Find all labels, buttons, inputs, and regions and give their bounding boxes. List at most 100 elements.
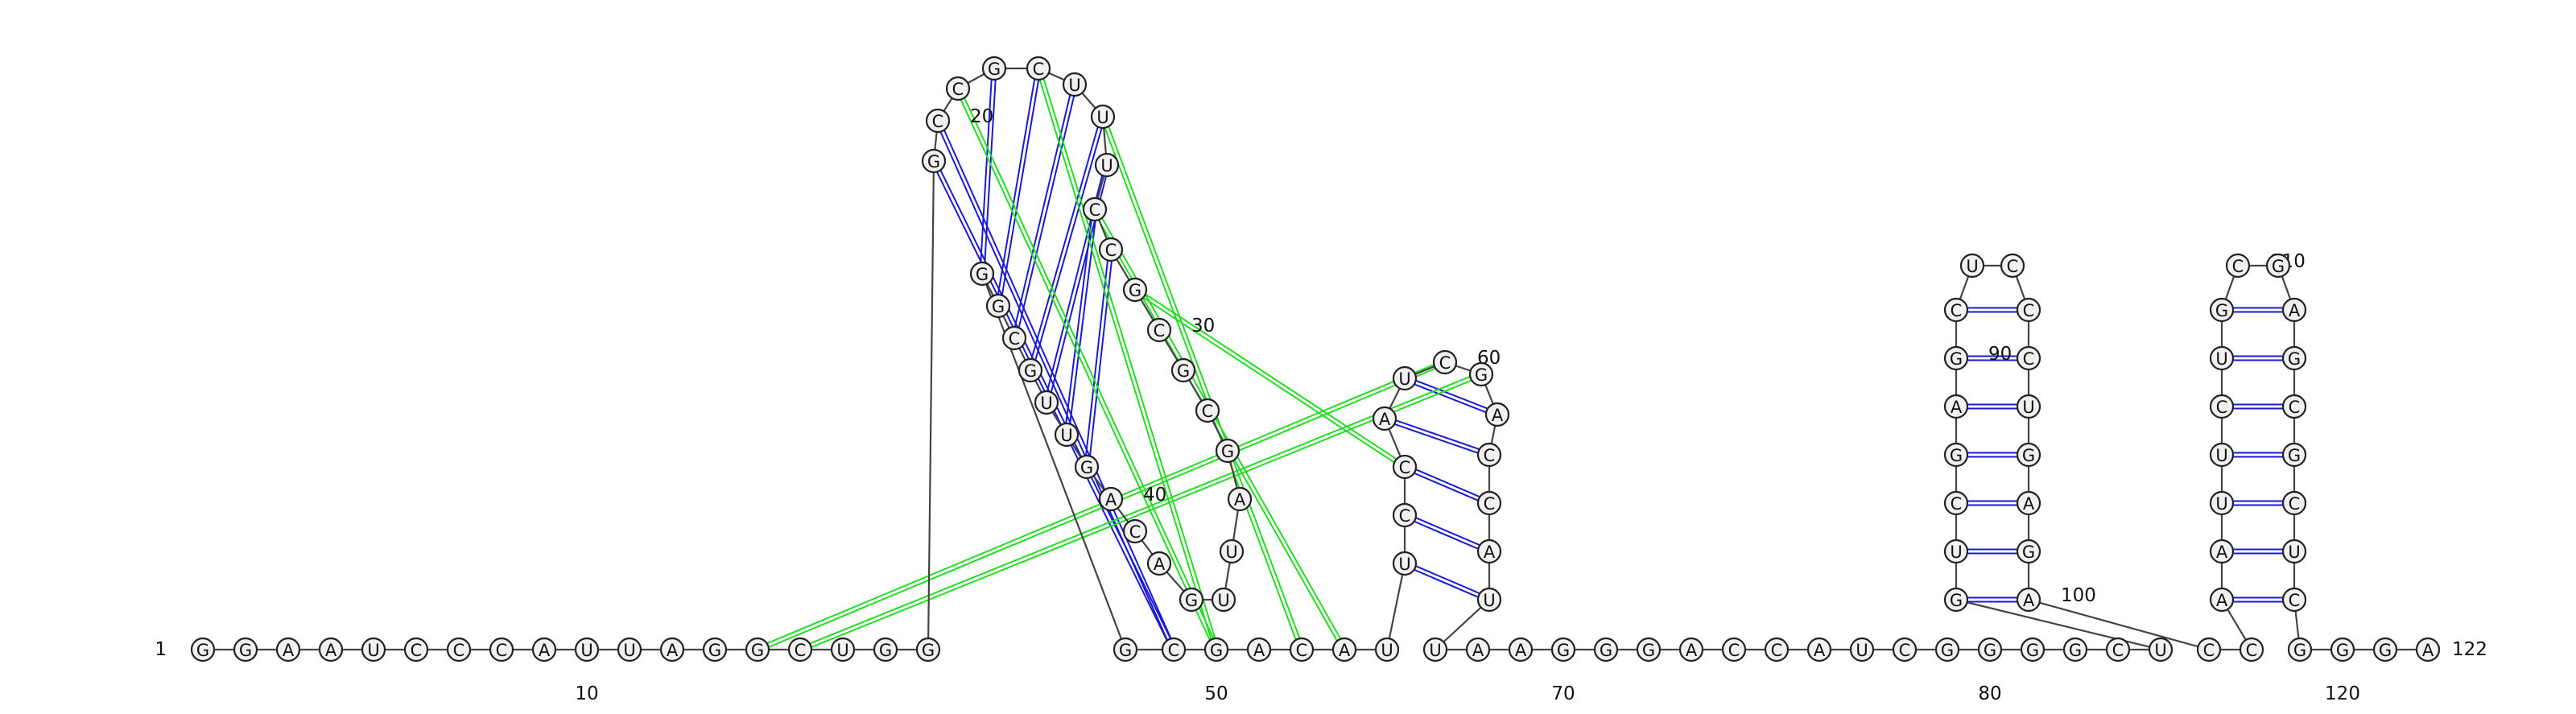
nucleotide: U xyxy=(2148,637,2174,662)
nucleotide-circle xyxy=(2209,297,2235,323)
nucleotide: U xyxy=(2016,394,2041,419)
nucleotide-circle xyxy=(1943,297,1969,323)
nucleotide: C xyxy=(2016,297,2041,323)
nucleotide-base: A xyxy=(1339,641,1351,660)
nucleotide: C xyxy=(2000,253,2025,279)
nucleotide-circle xyxy=(2209,587,2235,613)
nucleotide-base: C xyxy=(1484,494,1496,514)
nucleotide-base: G xyxy=(976,265,989,284)
base-pair-line xyxy=(1035,68,1216,651)
nucleotide-base: C xyxy=(1728,641,1740,660)
nucleotide-circle xyxy=(2239,637,2264,662)
nucleotide: G xyxy=(1018,357,1043,383)
nucleotide: G xyxy=(1468,361,1494,387)
nucleotide: U xyxy=(1392,365,1418,391)
position-number: 50 xyxy=(1204,683,1228,704)
nucleotide: C xyxy=(1476,442,1502,468)
position-number: 20 xyxy=(970,106,993,127)
nucleotide-circle xyxy=(1054,422,1080,448)
nucleotide-circle xyxy=(981,56,1007,81)
base-pair-line xyxy=(1011,84,1074,338)
nucleotide-circle xyxy=(1026,56,1051,81)
nucleotide: C xyxy=(1943,297,1969,323)
nucleotide-circle xyxy=(659,637,685,662)
base-pair-line xyxy=(1403,468,1489,506)
base-pair-line xyxy=(1104,115,1305,650)
nucleotide: U xyxy=(1054,422,1080,448)
nucleotide: G xyxy=(745,637,770,662)
nucleotide: C xyxy=(787,637,813,662)
nucleotide-circle xyxy=(1849,637,1875,662)
nucleotide-base: C xyxy=(1033,60,1045,79)
nucleotide-base: U xyxy=(1225,543,1237,562)
nucleotide: C xyxy=(1721,637,1747,662)
nucleotide-base: C xyxy=(1105,241,1117,260)
nucleotide-base: G xyxy=(1642,641,1655,660)
nucleotide-circle xyxy=(1170,357,1196,383)
nucleotide-circle xyxy=(1476,587,1502,613)
nucleotide-base: G xyxy=(1950,349,1963,369)
nucleotide: C xyxy=(945,76,971,101)
nucleotide-base: A xyxy=(2216,543,2228,562)
nucleotide-circle xyxy=(1764,637,1790,662)
nucleotide-base: C xyxy=(2232,257,2244,276)
nucleotide: G xyxy=(1179,587,1204,613)
nucleotide-base: A xyxy=(1154,555,1166,574)
nucleotide: G xyxy=(702,637,728,662)
nucleotide-circle xyxy=(2016,442,2041,468)
base-pair-line xyxy=(1405,464,1491,502)
nucleotide-base: A xyxy=(1686,641,1698,660)
nucleotide-base: C xyxy=(2289,398,2301,417)
base-pair-line xyxy=(1403,564,1489,603)
nucleotide: G xyxy=(1593,637,1619,662)
nucleotide-circle xyxy=(1422,637,1448,662)
nucleotide-base: G xyxy=(1475,365,1488,385)
base-pair-line xyxy=(758,363,1447,653)
nucleotide: C xyxy=(1001,325,1027,351)
nucleotide: C xyxy=(1432,349,1458,375)
nucleotide: G xyxy=(1215,438,1241,464)
nucleotide-circle xyxy=(2225,253,2251,279)
nucleotide-base: A xyxy=(325,641,337,660)
base-pair-line xyxy=(1133,291,1405,469)
nucleotide-base: G xyxy=(1600,641,1612,660)
nucleotide-circle xyxy=(2330,637,2355,662)
nucleotide-circle xyxy=(2209,539,2235,564)
base-pair-line xyxy=(1405,512,1491,551)
position-number: 90 xyxy=(1988,344,2012,365)
nucleotide-base: A xyxy=(1951,398,1963,417)
nucleotide-circle xyxy=(1215,438,1241,464)
nucleotide-base: G xyxy=(1185,591,1198,610)
base-pair-line xyxy=(1067,209,1098,435)
nucleotide-circle xyxy=(1892,637,1918,662)
nucleotide-circle xyxy=(2281,490,2307,516)
nucleotide-circle xyxy=(2281,442,2307,468)
nucleotide-base: C xyxy=(496,641,508,660)
base-pair-line xyxy=(799,371,1481,649)
nucleotide-circle xyxy=(1094,152,1120,178)
nucleotide: C xyxy=(1146,317,1172,343)
nucleotide: A xyxy=(1678,637,1704,662)
nucleotide: G xyxy=(985,293,1011,319)
nucleotide: U xyxy=(1062,72,1088,97)
nucleotide-circle xyxy=(233,637,258,662)
nucleotide-base: U xyxy=(2215,349,2227,369)
nucleotide-base: A xyxy=(1253,641,1265,660)
nucleotide: C xyxy=(489,637,514,662)
nucleotide-circle xyxy=(1374,637,1400,662)
position-number: 1 xyxy=(155,639,167,660)
nucleotide: U xyxy=(1476,587,1502,613)
nucleotide-base: A xyxy=(539,641,551,660)
position-number: 120 xyxy=(2325,683,2360,704)
nucleotide-circle xyxy=(945,76,971,101)
nucleotide-circle xyxy=(1082,196,1108,222)
nucleotide-circle xyxy=(1943,539,1969,564)
nucleotide-circle xyxy=(1721,637,1747,662)
nucleotide-circle xyxy=(1468,361,1494,387)
nucleotide: G xyxy=(1113,637,1138,662)
nucleotide: G xyxy=(2330,637,2355,662)
nucleotide-circle xyxy=(702,637,728,662)
nucleotide-base: A xyxy=(1814,641,1826,660)
nucleotide-base: C xyxy=(1202,402,1214,421)
nucleotide: A xyxy=(2281,297,2307,323)
